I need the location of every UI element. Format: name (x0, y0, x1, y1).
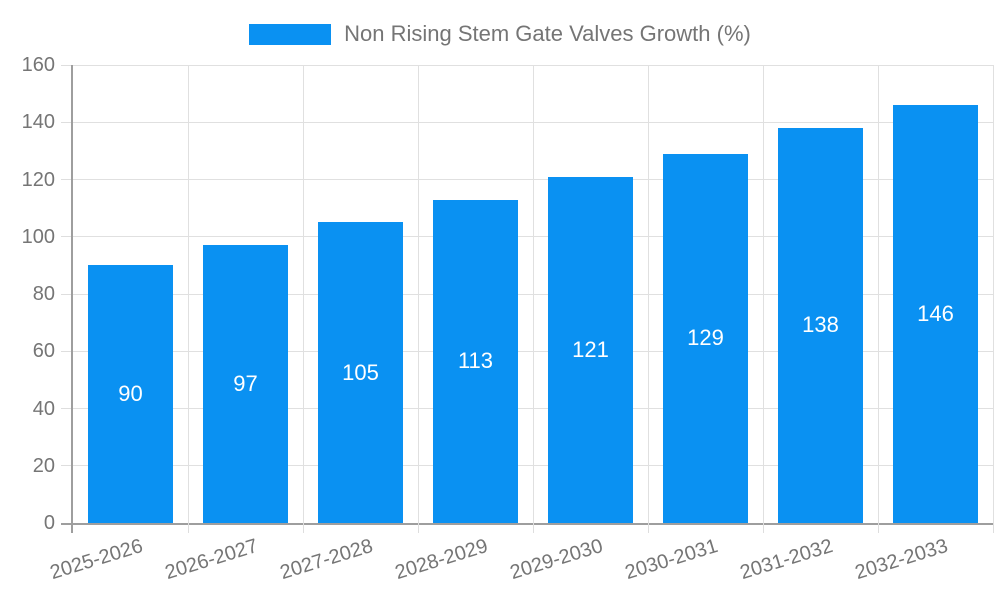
y-tick-mark (61, 408, 71, 409)
bar: 113 (433, 199, 518, 523)
x-tick-mark (647, 523, 649, 533)
legend-label: Non Rising Stem Gate Valves Growth (%) (344, 21, 751, 46)
x-axis-line (61, 523, 993, 525)
gridline-vertical (992, 65, 994, 523)
bar: 97 (203, 245, 288, 523)
gridline-vertical (647, 65, 649, 523)
y-tick-mark (61, 293, 71, 295)
y-tick-mark (61, 236, 71, 238)
x-tick-mark (762, 523, 764, 533)
y-axis-label: 80 (32, 283, 55, 305)
x-tick-mark (992, 523, 994, 533)
y-axis-label: 20 (32, 454, 55, 477)
y-tick-mark (61, 465, 71, 467)
bar-value-label: 97 (233, 371, 258, 397)
bar: 121 (548, 176, 633, 523)
gridline-vertical (877, 65, 879, 523)
y-axis-label: 120 (21, 168, 55, 191)
x-tick-mark (877, 523, 879, 533)
y-axis-label: 100 (21, 225, 55, 248)
bar: 146 (893, 105, 978, 523)
gridline-vertical (187, 65, 189, 523)
gridline-vertical (417, 65, 419, 523)
bar: 129 (663, 153, 748, 523)
y-axis-label: 60 (32, 340, 55, 363)
bar-value-label: 90 (118, 381, 143, 407)
y-axis-label: 160 (21, 54, 55, 76)
plot-area: 0 20 40 60 80 100 120 140 160 90 97 105 113 121 129 138… (22, 54, 994, 584)
bar-value-label: 121 (572, 336, 609, 362)
y-tick-mark (61, 64, 71, 66)
y-axis-label: 140 (21, 111, 55, 134)
bar: 138 (778, 127, 863, 523)
bar-value-label: 146 (917, 301, 954, 327)
bar-value-label: 105 (342, 359, 379, 385)
bar-value-label: 113 (457, 348, 494, 374)
y-tick-mark (61, 179, 71, 180)
bar: 90 (88, 265, 173, 523)
y-axis-label: 40 (32, 397, 55, 420)
x-tick-mark (187, 523, 189, 533)
gridline-vertical (762, 65, 764, 523)
gridline-vertical (302, 65, 304, 523)
bar-value-label: 138 (802, 312, 839, 338)
y-axis-line (71, 65, 73, 533)
legend-swatch (249, 23, 332, 45)
bar-value-label: 129 (687, 325, 724, 351)
gridline-vertical (532, 65, 534, 523)
x-tick-mark (532, 523, 534, 533)
x-tick-mark (417, 523, 419, 533)
y-tick-mark (61, 121, 71, 123)
bar: 105 (318, 222, 403, 523)
y-tick-mark (61, 350, 71, 352)
x-tick-mark (302, 523, 304, 533)
legend[interactable]: Non Rising Stem Gate Valves Growth (%) (0, 21, 1000, 47)
y-axis-label: 0 (43, 512, 55, 534)
